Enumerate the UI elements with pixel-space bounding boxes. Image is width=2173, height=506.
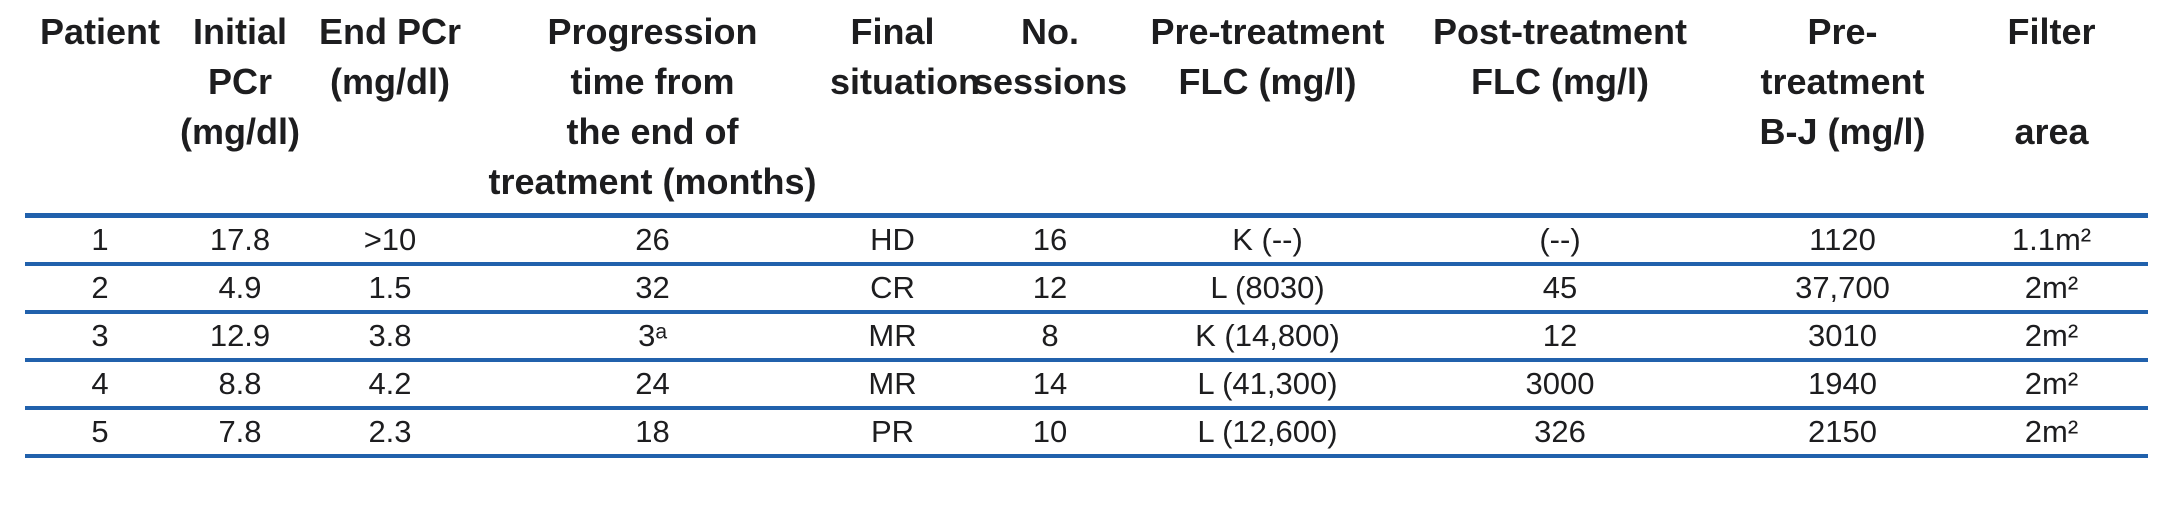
cell-post-treatment-flc: 45 <box>1390 263 1730 314</box>
cell-progression-time: 26 <box>475 215 830 266</box>
cell-filter-area: 1.1m² <box>1955 215 2148 266</box>
cell-patient: 3 <box>25 311 175 362</box>
column-header-progression-time: Progression time from the end of treatme… <box>475 5 830 218</box>
cell-final-situation: HD <box>830 215 955 266</box>
column-header-filter-area: Filter area <box>1955 5 2148 218</box>
cell-patient: 2 <box>25 263 175 314</box>
cell-no-sessions: 8 <box>955 311 1145 362</box>
cell-patient: 4 <box>25 359 175 410</box>
cell-end-pcr: 2.3 <box>305 407 475 458</box>
table-row-patient-1: 1 17.8 >10 26 HD 16 K (--) (--) 1120 1.1… <box>25 215 2148 266</box>
cell-progression-time: 18 <box>475 407 830 458</box>
cell-no-sessions: 12 <box>955 263 1145 314</box>
cell-pre-treatment-flc: L (41,300) <box>1145 359 1390 410</box>
cell-no-sessions: 16 <box>955 215 1145 266</box>
cell-pre-treatment-bj: 1940 <box>1730 359 1955 410</box>
cell-end-pcr: 4.2 <box>305 359 475 410</box>
cell-pre-treatment-bj: 37,700 <box>1730 263 1955 314</box>
cell-pre-treatment-bj: 3010 <box>1730 311 1955 362</box>
cell-no-sessions: 10 <box>955 407 1145 458</box>
cell-filter-area: 2m² <box>1955 359 2148 410</box>
table-row-patient-4: 4 8.8 4.2 24 MR 14 L (41,300) 3000 1940 … <box>25 359 2148 410</box>
cell-final-situation: PR <box>830 407 955 458</box>
cell-filter-area: 2m² <box>1955 311 2148 362</box>
cell-pre-treatment-bj: 1120 <box>1730 215 1955 266</box>
cell-end-pcr: 1.5 <box>305 263 475 314</box>
cell-filter-area: 2m² <box>1955 407 2148 458</box>
cell-post-treatment-flc: 3000 <box>1390 359 1730 410</box>
cell-initial-pcr: 7.8 <box>175 407 305 458</box>
cell-filter-area: 2m² <box>1955 263 2148 314</box>
cell-no-sessions: 14 <box>955 359 1145 410</box>
column-header-patient: Patient <box>25 5 175 218</box>
cell-pre-treatment-bj: 2150 <box>1730 407 1955 458</box>
cell-pre-treatment-flc: L (12,600) <box>1145 407 1390 458</box>
cell-progression-time: 3ᵃ <box>475 311 830 362</box>
column-header-initial-pcr: Initial PCr (mg/dl) <box>175 5 305 218</box>
column-header-post-treatment-flc: Post-treatment FLC (mg/l) <box>1390 5 1730 218</box>
table-row-patient-5: 5 7.8 2.3 18 PR 10 L (12,600) 326 2150 2… <box>25 407 2148 458</box>
table-row-patient-2: 2 4.9 1.5 32 CR 12 L (8030) 45 37,700 2m… <box>25 263 2148 314</box>
cell-pre-treatment-flc: K (--) <box>1145 215 1390 266</box>
cell-final-situation: CR <box>830 263 955 314</box>
cell-progression-time: 32 <box>475 263 830 314</box>
cell-post-treatment-flc: 326 <box>1390 407 1730 458</box>
column-header-end-pcr: End PCr (mg/dl) <box>305 5 475 218</box>
cell-patient: 1 <box>25 215 175 266</box>
cell-progression-time: 24 <box>475 359 830 410</box>
column-header-pre-treatment-flc: Pre-treatment FLC (mg/l) <box>1145 5 1390 218</box>
column-header-no-sessions: No. sessions <box>955 5 1145 218</box>
column-header-pre-treatment-bj: Pre-treatment B-J (mg/l) <box>1730 5 1955 218</box>
patients-table: Patient Initial PCr (mg/dl) End PCr (mg/… <box>25 5 2148 458</box>
cell-end-pcr: >10 <box>305 215 475 266</box>
cell-pre-treatment-flc: L (8030) <box>1145 263 1390 314</box>
cell-initial-pcr: 12.9 <box>175 311 305 362</box>
header-row: Patient Initial PCr (mg/dl) End PCr (mg/… <box>25 5 2148 218</box>
table-row-patient-3: 3 12.9 3.8 3ᵃ MR 8 K (14,800) 12 3010 2m… <box>25 311 2148 362</box>
cell-post-treatment-flc: 12 <box>1390 311 1730 362</box>
cell-initial-pcr: 17.8 <box>175 215 305 266</box>
cell-final-situation: MR <box>830 359 955 410</box>
cell-end-pcr: 3.8 <box>305 311 475 362</box>
cell-post-treatment-flc: (--) <box>1390 215 1730 266</box>
cell-pre-treatment-flc: K (14,800) <box>1145 311 1390 362</box>
cell-final-situation: MR <box>830 311 955 362</box>
column-header-final-situation: Final situation <box>830 5 980 218</box>
cell-initial-pcr: 4.9 <box>175 263 305 314</box>
cell-initial-pcr: 8.8 <box>175 359 305 410</box>
cell-patient: 5 <box>25 407 175 458</box>
